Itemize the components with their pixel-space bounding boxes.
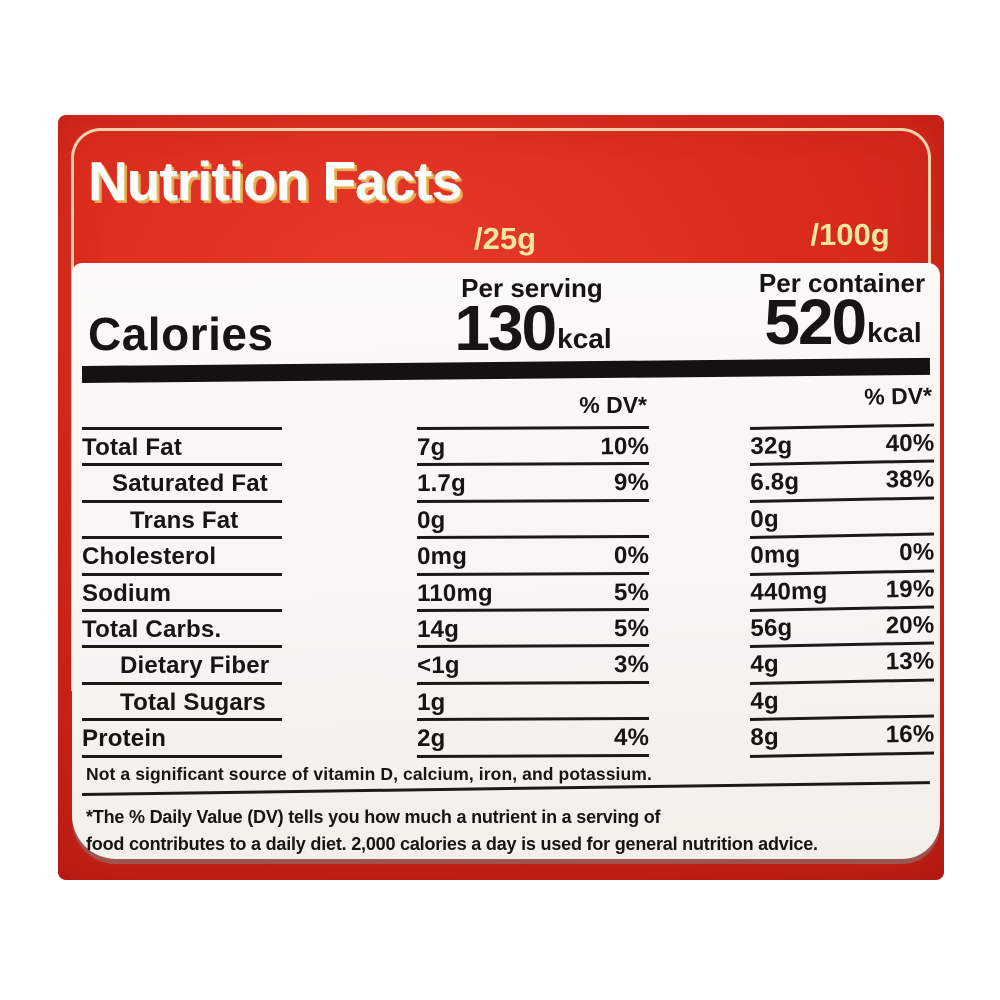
nutrient-name: Total Sugars [120, 688, 266, 716]
container-dv: 0% [898, 538, 935, 567]
nutrient-table: Total Fat 7g 10% 32g 40% Saturated Fat 1.7… [72, 423, 940, 759]
nutrient-row-dietary-fiber: Dietary Fiber <1g 3% 4g 13% [72, 641, 940, 682]
nutrition-panel: Per serving Per container Calories 130kc… [72, 263, 940, 859]
serving-amount: 1.7g [417, 470, 466, 498]
nutrient-name: Saturated Fat [112, 470, 268, 498]
container-amount: 32g [750, 432, 793, 460]
container-dv: 38% [885, 465, 935, 494]
serving-amount: 1g [417, 688, 446, 716]
container-amount: 56g [750, 614, 793, 642]
nutrient-name: Sodium [82, 579, 172, 607]
table-closing-rules [72, 750, 940, 759]
calories-label: Calories [88, 308, 274, 360]
calories-per-container: 520kcal [750, 285, 934, 359]
serving-dv: 9% [613, 469, 650, 497]
per-serving-header: Per serving [461, 273, 603, 303]
container-amount: 6.8g [750, 468, 800, 497]
container-amount: 440mg [750, 577, 828, 606]
nutrient-name: Trans Fat [130, 506, 239, 534]
calories-per-serving: 130kcal [417, 291, 647, 365]
nutrient-row-saturated-fat: Saturated Fat 1.7g 9% 6.8g 38% [72, 459, 940, 500]
calories-divider-bar [81, 357, 931, 383]
container-amount: 8g [750, 723, 780, 752]
nutrient-row-total-carbs: Total Carbs. 14g 5% 56g 20% [72, 605, 940, 646]
nutrient-row-cholesterol: Cholesterol 0mg 0% 0mg 0% [72, 532, 940, 573]
nutrient-row-total-fat: Total Fat 7g 10% 32g 40% [72, 423, 940, 464]
container-dv: 40% [885, 429, 935, 458]
container-dv: 19% [885, 575, 935, 603]
serving-dv: 5% [613, 614, 650, 643]
nutrient-row-total-sugars: Total Sugars 1g 4g [72, 678, 940, 719]
footnote-line-2: food contributes to a daily diet. 2,000 … [86, 834, 818, 854]
serving-amount: <1g [417, 652, 460, 680]
nutrient-row-trans-fat: Trans Fat 0g 0g [72, 496, 940, 537]
serving-amount: 0mg [417, 542, 468, 571]
nutrient-name: Dietary Fiber [120, 652, 270, 680]
nutrient-name: Protein [82, 725, 167, 753]
serving-dv: 5% [613, 578, 650, 606]
serving-amount: 7g [417, 433, 446, 461]
nutrient-name: Cholesterol [82, 543, 217, 571]
container-amount: 0mg [750, 541, 801, 570]
serving-amount: 2g [417, 725, 446, 753]
per-container-header: Per container [758, 268, 926, 298]
container-dv: 16% [885, 720, 935, 749]
kcal-unit: kcal [867, 317, 922, 348]
calories-per-serving-value: 130 [454, 292, 557, 364]
container-dv: 13% [885, 647, 935, 676]
container-dv [934, 684, 935, 714]
serving-dv: 10% [600, 432, 650, 461]
nutrient-name: Total Carbs. [82, 615, 222, 643]
red-package-background: Nutrition Facts /25g /100g Per serving P… [58, 115, 944, 880]
container-dv: 20% [885, 611, 935, 640]
nutrition-facts-title: Nutrition Facts [88, 150, 462, 212]
dv-header-container: % DV* [863, 382, 933, 410]
serving-dv: 4% [613, 724, 650, 752]
kcal-unit: kcal [557, 323, 612, 354]
not-significant-note: Not a significant source of vitamin D, c… [86, 764, 652, 784]
serving-amount: 14g [417, 615, 460, 643]
serving-dv: 0% [613, 542, 650, 570]
calories-per-container-value: 520 [764, 286, 867, 358]
container-size-tag: /100g [810, 217, 890, 252]
container-dv [934, 502, 935, 532]
container-amount: 4g [750, 650, 780, 679]
serving-size-tag: /25g [473, 221, 537, 256]
container-amount: 4g [750, 687, 780, 715]
serving-amount: 0g [417, 506, 446, 534]
dv-header-serving: % DV* [579, 392, 647, 418]
nutrient-row-sodium: Sodium 110mg 5% 440mg 19% [72, 569, 940, 609]
footnote-line-1: *The % Daily Value (DV) tells you how mu… [86, 807, 661, 827]
daily-value-footnote: *The % Daily Value (DV) tells you how mu… [86, 804, 932, 858]
serving-dv: 3% [613, 651, 650, 679]
nutrient-name: Total Fat [82, 434, 183, 461]
container-amount: 0g [750, 505, 780, 533]
serving-amount: 110mg [417, 579, 493, 607]
nutrient-row-protein: Protein 2g 4% 8g 16% [72, 714, 940, 755]
